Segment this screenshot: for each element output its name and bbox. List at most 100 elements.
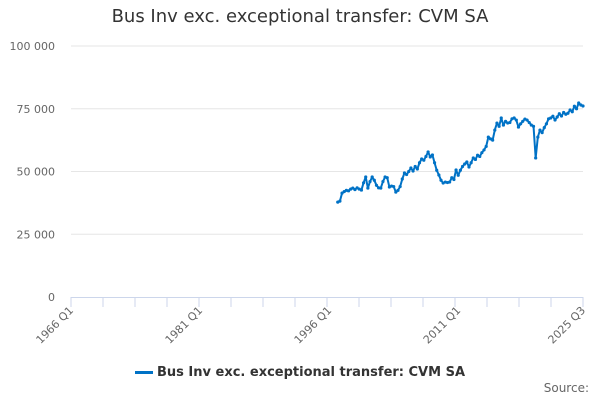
data-point: [379, 186, 383, 190]
data-point: [562, 110, 566, 115]
data-point: [368, 179, 372, 184]
data-point: [540, 130, 544, 135]
data-point: [534, 156, 538, 160]
data-point: [404, 172, 409, 177]
data-point: [424, 154, 428, 159]
data-point: [417, 161, 422, 165]
data-point: [450, 176, 454, 180]
data-point: [499, 116, 503, 120]
data-point: [531, 124, 536, 128]
data-point: [480, 151, 484, 155]
legend[interactable]: Bus Inv exc. exceptional transfer: CVM S…: [0, 365, 600, 380]
data-point: [465, 160, 469, 164]
data-point: [484, 144, 488, 148]
data-point: [411, 169, 415, 173]
data-point: [353, 187, 357, 192]
source-label: Source:: [543, 381, 589, 395]
data-point: [463, 162, 467, 166]
data-point: [544, 122, 549, 126]
data-point: [478, 154, 482, 159]
data-point: [503, 119, 508, 123]
data-point: [559, 114, 564, 118]
data-point: [432, 161, 437, 165]
data-point: [491, 138, 495, 142]
data-point: [359, 188, 364, 192]
data-point: [495, 121, 499, 125]
data-point: [439, 178, 443, 182]
data-point: [486, 135, 490, 139]
data-point: [514, 118, 518, 122]
data-point: [525, 118, 529, 122]
data-point: [392, 184, 396, 189]
data-point: [460, 164, 465, 169]
y-tick-label: 25 000: [17, 228, 56, 241]
data-point: [516, 125, 521, 129]
data-point: [346, 189, 351, 193]
data-point: [422, 158, 426, 162]
data-point: [501, 123, 506, 127]
data-point: [415, 167, 419, 171]
data-point: [512, 116, 516, 120]
data-point: [538, 128, 542, 132]
x-tick-label: 2011 Q1: [421, 304, 464, 347]
data-point: [536, 135, 540, 139]
data-point: [394, 190, 398, 194]
data-point: [497, 124, 501, 128]
data-point: [570, 110, 574, 114]
data-point: [482, 148, 486, 152]
data-point: [361, 181, 366, 185]
data-point: [566, 111, 570, 115]
data-point: [385, 176, 389, 180]
data-point: [572, 104, 576, 108]
data-point: [549, 116, 553, 120]
data-point: [577, 101, 581, 105]
data-point: [473, 157, 478, 162]
data-point: [381, 179, 385, 184]
y-tick-label: 50 000: [17, 166, 56, 179]
data-point: [398, 184, 402, 189]
data-point: [437, 173, 441, 177]
legend-label: Bus Inv exc. exceptional transfer: CVM S…: [156, 365, 466, 380]
data-point: [568, 108, 572, 112]
data-point: [407, 169, 411, 174]
data-point: [458, 168, 462, 172]
data-point: [454, 168, 458, 172]
x-tick-label: 1966 Q1: [34, 304, 77, 347]
data-point: [374, 183, 379, 187]
data-point: [396, 188, 400, 192]
data-point: [452, 177, 456, 182]
x-tick-label: 2025 Q3: [546, 304, 589, 347]
data-point: [448, 180, 452, 184]
data-point: [553, 118, 557, 122]
data-point: [519, 122, 523, 126]
data-point: [508, 120, 512, 125]
data-point: [409, 166, 413, 170]
data-point: [581, 104, 585, 108]
y-tick-label: 100 000: [10, 40, 56, 53]
data-point: [521, 119, 525, 123]
data-point: [338, 199, 342, 203]
data-point: [456, 173, 460, 177]
data-point: [555, 115, 559, 119]
y-tick-label: 75 000: [17, 103, 56, 116]
x-tick-label: 1981 Q1: [163, 304, 206, 347]
data-point: [467, 165, 471, 169]
data-point: [366, 186, 370, 190]
x-tick-label: 1996 Q1: [292, 304, 335, 347]
data-point: [557, 112, 561, 116]
data-point: [493, 128, 497, 132]
y-tick-label: 0: [48, 291, 55, 304]
series-line: [337, 101, 584, 204]
data-point: [551, 114, 555, 118]
data-point: [430, 153, 435, 157]
data-point: [542, 125, 546, 130]
data-point: [370, 175, 374, 179]
legend-swatch: [134, 371, 153, 374]
data-point: [435, 168, 439, 172]
data-point: [527, 120, 531, 125]
data-point: [426, 150, 430, 154]
data-point: [400, 177, 404, 181]
data-point: [364, 175, 368, 179]
data-point: [574, 107, 579, 111]
